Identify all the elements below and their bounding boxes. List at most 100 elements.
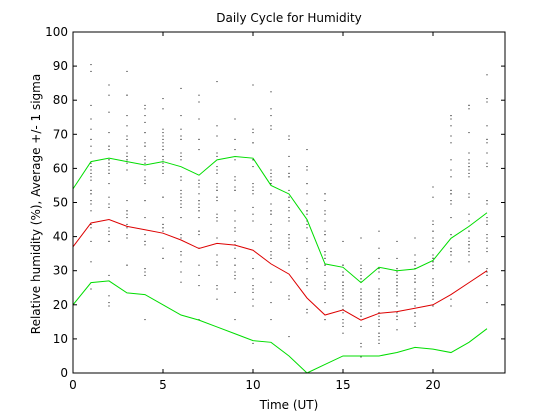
data-point <box>108 230 110 232</box>
data-point <box>144 183 146 185</box>
data-point <box>234 278 236 280</box>
data-point <box>162 172 164 174</box>
data-point <box>468 172 470 174</box>
data-point <box>450 254 452 256</box>
data-point <box>144 217 146 219</box>
data-point <box>108 172 110 174</box>
data-point <box>450 305 452 307</box>
data-point <box>360 302 362 304</box>
data-point <box>144 179 146 181</box>
data-point <box>432 291 434 293</box>
data-point <box>144 155 146 157</box>
data-point <box>468 104 470 106</box>
data-point <box>450 217 452 219</box>
data-point <box>234 240 236 242</box>
data-point <box>144 115 146 117</box>
data-point <box>270 179 272 181</box>
data-point <box>108 166 110 168</box>
data-point <box>180 254 182 256</box>
data-point <box>414 288 416 290</box>
data-point <box>378 295 380 297</box>
data-point <box>90 240 92 242</box>
data-point <box>198 210 200 212</box>
data-point <box>450 115 452 117</box>
data-point <box>342 281 344 283</box>
y-axis-label: Relative humidity (%), Average +/- 1 sig… <box>29 74 43 334</box>
data-point <box>324 240 326 242</box>
data-point <box>396 257 398 259</box>
data-point <box>432 230 434 232</box>
data-point <box>108 162 110 164</box>
data-point <box>216 217 218 219</box>
data-point <box>162 247 164 249</box>
data-point <box>360 315 362 317</box>
data-point <box>252 342 254 344</box>
data-point <box>270 223 272 225</box>
data-point <box>378 336 380 338</box>
data-point <box>108 111 110 113</box>
data-point <box>450 118 452 120</box>
data-point <box>270 237 272 239</box>
data-point <box>252 166 254 168</box>
data-point <box>180 200 182 202</box>
data-point <box>252 240 254 242</box>
data-point <box>108 149 110 151</box>
data-point <box>162 217 164 219</box>
data-point <box>108 94 110 96</box>
data-point <box>396 288 398 290</box>
data-point <box>378 315 380 317</box>
data-point <box>90 118 92 120</box>
data-point <box>252 183 254 185</box>
data-point <box>270 108 272 110</box>
data-point <box>144 268 146 270</box>
data-point <box>414 264 416 266</box>
data-point <box>450 200 452 202</box>
data-point <box>486 125 488 127</box>
data-point <box>342 288 344 290</box>
data-point <box>234 179 236 181</box>
data-point <box>126 210 128 212</box>
data-point <box>378 278 380 280</box>
data-point <box>288 210 290 212</box>
data-point <box>450 298 452 300</box>
data-point <box>270 128 272 130</box>
data-point <box>90 172 92 174</box>
data-point <box>432 264 434 266</box>
data-point <box>216 254 218 256</box>
y-axis: 0 10 20 30 40 50 60 70 80 90 100 <box>45 25 505 380</box>
x-axis-label: Time (UT) <box>259 398 319 412</box>
data-point <box>378 305 380 307</box>
data-point <box>360 298 362 300</box>
data-point <box>450 135 452 137</box>
data-point <box>486 203 488 205</box>
series-line-0 <box>72 155 488 284</box>
data-point <box>396 271 398 273</box>
data-point <box>486 152 488 154</box>
data-point <box>270 172 272 174</box>
data-point <box>342 332 344 334</box>
data-point <box>108 196 110 198</box>
data-point <box>108 206 110 208</box>
data-point <box>216 81 218 83</box>
data-point <box>144 319 146 321</box>
data-point <box>378 291 380 293</box>
data-point <box>216 186 218 188</box>
data-point <box>270 230 272 232</box>
data-point <box>144 162 146 164</box>
data-point <box>486 162 488 164</box>
data-point <box>180 271 182 273</box>
data-point <box>144 104 146 106</box>
data-point <box>288 247 290 249</box>
data-point <box>180 217 182 219</box>
y-tick-label: 10 <box>53 332 68 346</box>
data-point <box>324 254 326 256</box>
data-point <box>432 240 434 242</box>
data-point <box>234 264 236 266</box>
data-point <box>162 98 164 100</box>
data-point <box>468 261 470 263</box>
data-point <box>252 128 254 130</box>
data-point <box>126 115 128 117</box>
data-point <box>414 281 416 283</box>
data-point <box>288 244 290 246</box>
